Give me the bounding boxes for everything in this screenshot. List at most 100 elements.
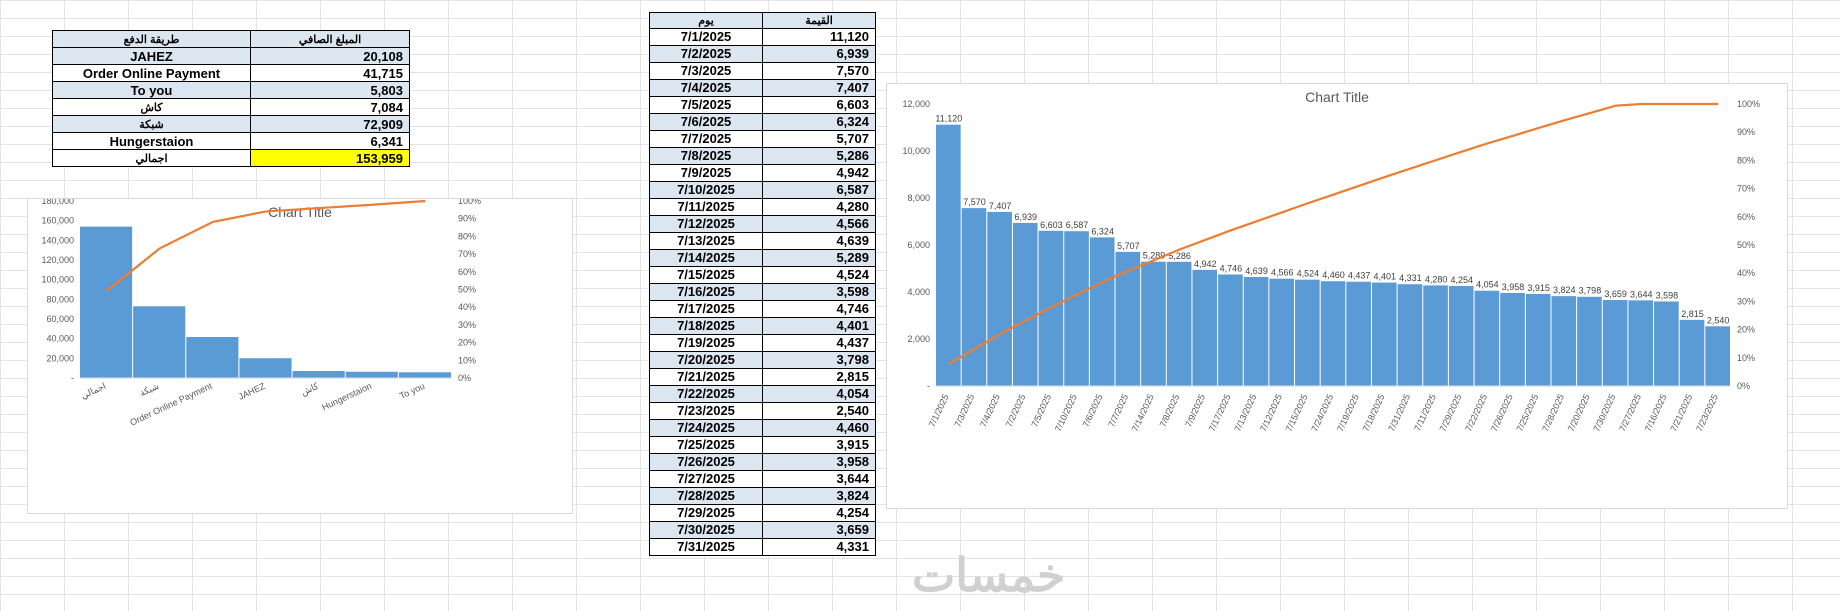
amount-cell[interactable]: 20,108 xyxy=(250,47,410,65)
net-amount-header[interactable]: المبلغ الصافي xyxy=(250,30,410,48)
x-tick-label: 7/28/2025 xyxy=(1540,393,1566,434)
payment-method-header[interactable]: طريقة الدفع xyxy=(52,30,251,48)
daily-pareto-chart[interactable]: Chart Title - 2,000 4,000 6,000 8,000 10,000 12… xyxy=(886,83,1788,509)
date-cell[interactable]: 7/4/2025 xyxy=(649,79,763,97)
value-cell[interactable]: 4,401 xyxy=(762,317,876,335)
payment-method-cell[interactable]: شبكة xyxy=(52,115,251,133)
data-label: 6,603 xyxy=(1040,220,1063,230)
date-cell[interactable]: 7/10/2025 xyxy=(649,181,763,199)
value-cell[interactable]: 4,639 xyxy=(762,232,876,250)
payment-method-cell[interactable]: Hungerstaion xyxy=(52,132,251,150)
value-cell[interactable]: 3,958 xyxy=(762,453,876,471)
value-cell[interactable]: 5,289 xyxy=(762,249,876,267)
payment-pareto-chart[interactable]: Chart Title - 20,000 40,000 60,000 80,000 100,… xyxy=(27,198,573,514)
y2-tick-label: 100% xyxy=(458,199,481,206)
date-cell[interactable]: 7/11/2025 xyxy=(649,198,763,216)
value-cell[interactable]: 4,460 xyxy=(762,419,876,437)
value-cell[interactable]: 4,524 xyxy=(762,266,876,284)
y2-tick-label: 60% xyxy=(458,267,476,277)
x-tick-label: 7/7/2025 xyxy=(1106,393,1130,429)
x-tick-label: 7/29/2025 xyxy=(1438,393,1464,434)
value-cell[interactable]: 6,587 xyxy=(762,181,876,199)
amount-cell[interactable]: 41,715 xyxy=(250,64,410,82)
date-cell[interactable]: 7/30/2025 xyxy=(649,521,763,539)
date-cell[interactable]: 7/19/2025 xyxy=(649,334,763,352)
table-row: 7/25/2025 3,915 xyxy=(649,436,876,454)
value-cell[interactable]: 4,280 xyxy=(762,198,876,216)
value-cell[interactable]: 3,598 xyxy=(762,283,876,301)
date-cell[interactable]: 7/23/2025 xyxy=(649,402,763,420)
value-cell[interactable]: 5,286 xyxy=(762,147,876,165)
date-cell[interactable]: 7/13/2025 xyxy=(649,232,763,250)
value-cell[interactable]: 4,054 xyxy=(762,385,876,403)
date-cell[interactable]: 7/17/2025 xyxy=(649,300,763,318)
value-cell[interactable]: 6,324 xyxy=(762,113,876,131)
data-label: 4,639 xyxy=(1245,266,1268,276)
bar xyxy=(292,371,345,378)
date-cell[interactable]: 7/1/2025 xyxy=(649,28,763,46)
payment-method-cell[interactable]: To you xyxy=(52,81,251,99)
date-cell[interactable]: 7/31/2025 xyxy=(649,538,763,556)
date-cell[interactable]: 7/24/2025 xyxy=(649,419,763,437)
date-cell[interactable]: 7/8/2025 xyxy=(649,147,763,165)
table-row: 7/4/2025 7,407 xyxy=(649,79,876,97)
date-cell[interactable]: 7/7/2025 xyxy=(649,130,763,148)
date-cell[interactable]: 7/21/2025 xyxy=(649,368,763,386)
date-cell[interactable]: 7/6/2025 xyxy=(649,113,763,131)
y2-tick-label: 0% xyxy=(1737,381,1750,391)
value-cell[interactable]: 3,798 xyxy=(762,351,876,369)
total-label-cell[interactable]: اجمالي xyxy=(52,149,251,167)
value-cell[interactable]: 7,407 xyxy=(762,79,876,97)
value-cell[interactable]: 3,915 xyxy=(762,436,876,454)
date-cell[interactable]: 7/28/2025 xyxy=(649,487,763,505)
payment-method-cell[interactable]: JAHEZ xyxy=(52,47,251,65)
total-amount-cell[interactable]: 153,959 xyxy=(250,149,410,167)
date-cell[interactable]: 7/22/2025 xyxy=(649,385,763,403)
date-cell[interactable]: 7/9/2025 xyxy=(649,164,763,182)
date-cell[interactable]: 7/14/2025 xyxy=(649,249,763,267)
amount-cell[interactable]: 72,909 xyxy=(250,115,410,133)
date-cell[interactable]: 7/27/2025 xyxy=(649,470,763,488)
date-cell[interactable]: 7/16/2025 xyxy=(649,283,763,301)
amount-cell[interactable]: 6,341 xyxy=(250,132,410,150)
amount-cell[interactable]: 5,803 xyxy=(250,81,410,99)
table-row: 7/11/2025 4,280 xyxy=(649,198,876,216)
value-cell[interactable]: 4,437 xyxy=(762,334,876,352)
amount-cell[interactable]: 7,084 xyxy=(250,98,410,116)
value-cell[interactable]: 4,746 xyxy=(762,300,876,318)
value-cell[interactable]: 11,120 xyxy=(762,28,876,46)
date-cell[interactable]: 7/25/2025 xyxy=(649,436,763,454)
value-cell[interactable]: 5,707 xyxy=(762,130,876,148)
date-cell[interactable]: 7/3/2025 xyxy=(649,62,763,80)
day-header[interactable]: يوم xyxy=(649,12,763,29)
y2-tick-label: 90% xyxy=(1737,127,1755,137)
value-cell[interactable]: 4,942 xyxy=(762,164,876,182)
value-cell[interactable]: 3,824 xyxy=(762,487,876,505)
x-tick-label: 7/14/2025 xyxy=(1130,393,1156,434)
data-label: 5,707 xyxy=(1117,241,1140,251)
date-cell[interactable]: 7/2/2025 xyxy=(649,45,763,63)
date-cell[interactable]: 7/20/2025 xyxy=(649,351,763,369)
value-cell[interactable]: 3,644 xyxy=(762,470,876,488)
value-cell[interactable]: 6,939 xyxy=(762,45,876,63)
value-cell[interactable]: 4,331 xyxy=(762,538,876,556)
date-cell[interactable]: 7/12/2025 xyxy=(649,215,763,233)
date-cell[interactable]: 7/26/2025 xyxy=(649,453,763,471)
x-tick-label: 7/6/2025 xyxy=(1081,393,1105,429)
value-cell[interactable]: 6,603 xyxy=(762,96,876,114)
payment-method-cell[interactable]: Order Online Payment xyxy=(52,64,251,82)
date-cell[interactable]: 7/15/2025 xyxy=(649,266,763,284)
value-cell[interactable]: 2,540 xyxy=(762,402,876,420)
payment-method-cell[interactable]: كاش xyxy=(52,98,251,116)
value-header[interactable]: القيمة xyxy=(762,12,876,29)
value-cell[interactable]: 2,815 xyxy=(762,368,876,386)
date-cell[interactable]: 7/29/2025 xyxy=(649,504,763,522)
value-cell[interactable]: 3,659 xyxy=(762,521,876,539)
value-cell[interactable]: 4,254 xyxy=(762,504,876,522)
value-cell[interactable]: 4,566 xyxy=(762,215,876,233)
x-tick-label: 7/24/2025 xyxy=(1309,393,1335,434)
value-cell[interactable]: 7,570 xyxy=(762,62,876,80)
date-cell[interactable]: 7/5/2025 xyxy=(649,96,763,114)
date-cell[interactable]: 7/18/2025 xyxy=(649,317,763,335)
x-tick-label: 7/18/2025 xyxy=(1361,393,1387,434)
